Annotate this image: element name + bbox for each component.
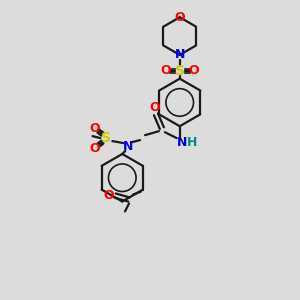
Text: O: O: [174, 11, 185, 24]
Text: O: O: [89, 122, 100, 135]
Text: H: H: [186, 136, 197, 148]
Text: S: S: [101, 131, 111, 145]
Text: S: S: [175, 64, 185, 78]
Text: O: O: [89, 142, 100, 154]
Text: O: O: [104, 189, 115, 202]
Text: N: N: [176, 136, 187, 148]
Text: O: O: [150, 101, 160, 114]
Text: N: N: [123, 140, 134, 152]
Text: O: O: [160, 64, 171, 77]
Text: O: O: [188, 64, 199, 77]
Text: N: N: [175, 48, 185, 62]
